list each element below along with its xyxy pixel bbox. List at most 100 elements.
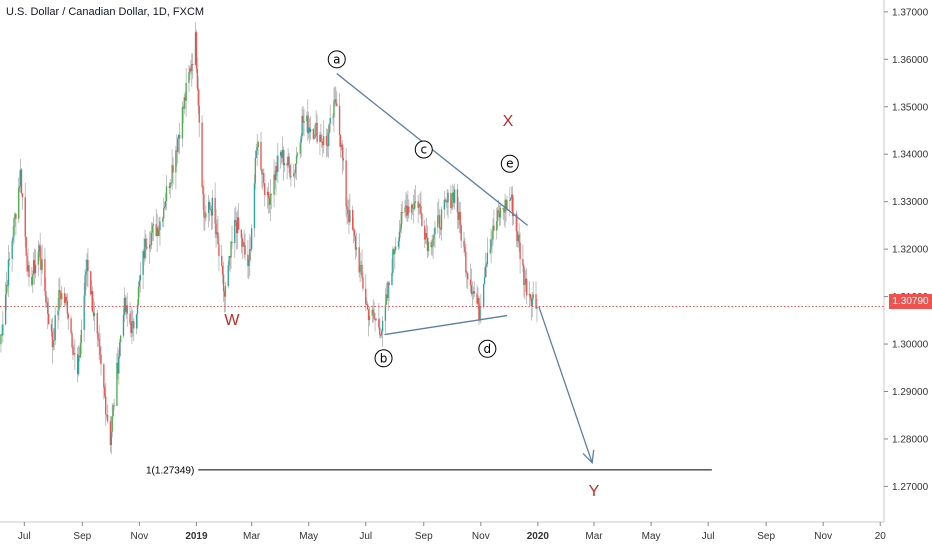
candle-down — [190, 59, 192, 75]
candle-up — [110, 416, 112, 455]
candle-up — [283, 150, 286, 172]
candle-down — [168, 182, 170, 195]
candle-down — [214, 182, 216, 238]
candle-up — [138, 275, 141, 298]
candle-up — [517, 231, 519, 248]
candle-up — [499, 202, 502, 226]
candle-down — [221, 265, 224, 285]
candle-down — [386, 280, 388, 302]
candle-up — [73, 344, 75, 356]
candle-up — [135, 313, 138, 335]
candle-up — [414, 184, 417, 209]
candle-down — [352, 217, 355, 244]
wave-label-b[interactable]: b — [374, 349, 393, 368]
x-tick-label: 2019 — [185, 531, 208, 542]
candle-down — [456, 183, 459, 229]
candle-up — [355, 232, 358, 257]
candle-down — [196, 57, 199, 91]
candle-up — [216, 219, 218, 239]
candle-down — [237, 203, 240, 231]
candle-down — [59, 277, 61, 309]
candle-up — [228, 255, 230, 271]
x-tick-label: Sep — [757, 531, 775, 542]
wave-label-a[interactable]: a — [327, 50, 346, 69]
candle-up — [177, 133, 180, 154]
candle-up — [510, 197, 512, 201]
candle-down — [182, 105, 185, 124]
candle-down — [44, 247, 46, 296]
candle-up — [309, 116, 312, 140]
candle-down — [124, 295, 127, 315]
projection-arrow[interactable] — [538, 306, 593, 463]
candle-up — [273, 159, 275, 208]
candle-up — [33, 251, 35, 275]
chart-title: U.S. Dollar / Canadian Dollar, 1D, FXCM — [6, 6, 205, 18]
x-tick-label: Mar — [585, 531, 603, 542]
candle-up — [279, 150, 282, 169]
structure-label-y: Y — [589, 483, 600, 500]
candle-down — [45, 277, 47, 308]
candle-down — [419, 192, 421, 215]
svg-text:e: e — [506, 157, 513, 171]
candle-down — [240, 229, 243, 254]
candle-down — [132, 309, 134, 337]
candle-up — [5, 271, 8, 311]
candle-up — [427, 238, 430, 257]
time-axis[interactable]: Jul Sep Nov 2019 Mar May Jul Sep Nov 2020 Mar May Ju… — [18, 522, 886, 542]
x-tick-label: 2020 — [527, 531, 550, 542]
candle-up — [211, 189, 214, 230]
candle-down — [339, 134, 342, 158]
trendline[interactable] — [384, 314, 508, 336]
candle-up — [90, 280, 93, 311]
grid — [0, 0, 885, 523]
candle-down — [71, 330, 73, 349]
candle-up — [385, 282, 388, 306]
candle-down — [335, 87, 337, 107]
candle-up — [531, 292, 533, 318]
candle-down — [87, 248, 89, 288]
candle-up — [451, 193, 453, 210]
candle-up — [150, 222, 153, 250]
candle-down — [406, 194, 408, 222]
candle-down — [302, 106, 304, 136]
candle-up — [163, 201, 166, 209]
x-tick-label: 20 — [875, 531, 887, 542]
candle-up — [18, 177, 20, 223]
candle-up — [144, 229, 146, 262]
wave-label-e[interactable]: e — [500, 154, 519, 173]
wave-label-c[interactable]: c — [414, 140, 433, 159]
candle-up — [472, 286, 475, 300]
candle-down — [40, 247, 42, 286]
x-tick-label: Jul — [359, 531, 372, 542]
candle-up — [256, 133, 258, 166]
candle-down — [366, 297, 368, 306]
candle-down — [247, 239, 249, 279]
wave-label-d[interactable]: d — [478, 339, 497, 358]
candle-down — [511, 186, 514, 226]
candle-up — [340, 142, 343, 151]
candle-up — [165, 175, 168, 211]
candle-up — [162, 216, 164, 227]
candle-down — [267, 182, 270, 214]
candle-down — [217, 216, 219, 245]
candle-up — [525, 270, 527, 293]
candle-down — [505, 199, 507, 222]
candle-down — [21, 192, 24, 210]
candle-up — [333, 87, 335, 133]
candle-up — [281, 136, 284, 163]
candle-down — [100, 346, 102, 376]
y-tick-label: 1.32000 — [892, 245, 929, 256]
candle-down — [143, 237, 145, 266]
candle-up — [432, 235, 434, 259]
candle-up — [139, 262, 141, 293]
svg-text:c: c — [420, 142, 427, 156]
candle-down — [345, 148, 347, 218]
candle-down — [354, 234, 357, 260]
candle-down — [172, 157, 174, 185]
candle-up — [64, 292, 67, 306]
candle-down — [288, 152, 290, 173]
price-axis[interactable]: 1.270001.280001.290001.300001.310001.320… — [884, 7, 929, 493]
candle-down — [347, 200, 349, 224]
candle-down — [260, 131, 262, 172]
